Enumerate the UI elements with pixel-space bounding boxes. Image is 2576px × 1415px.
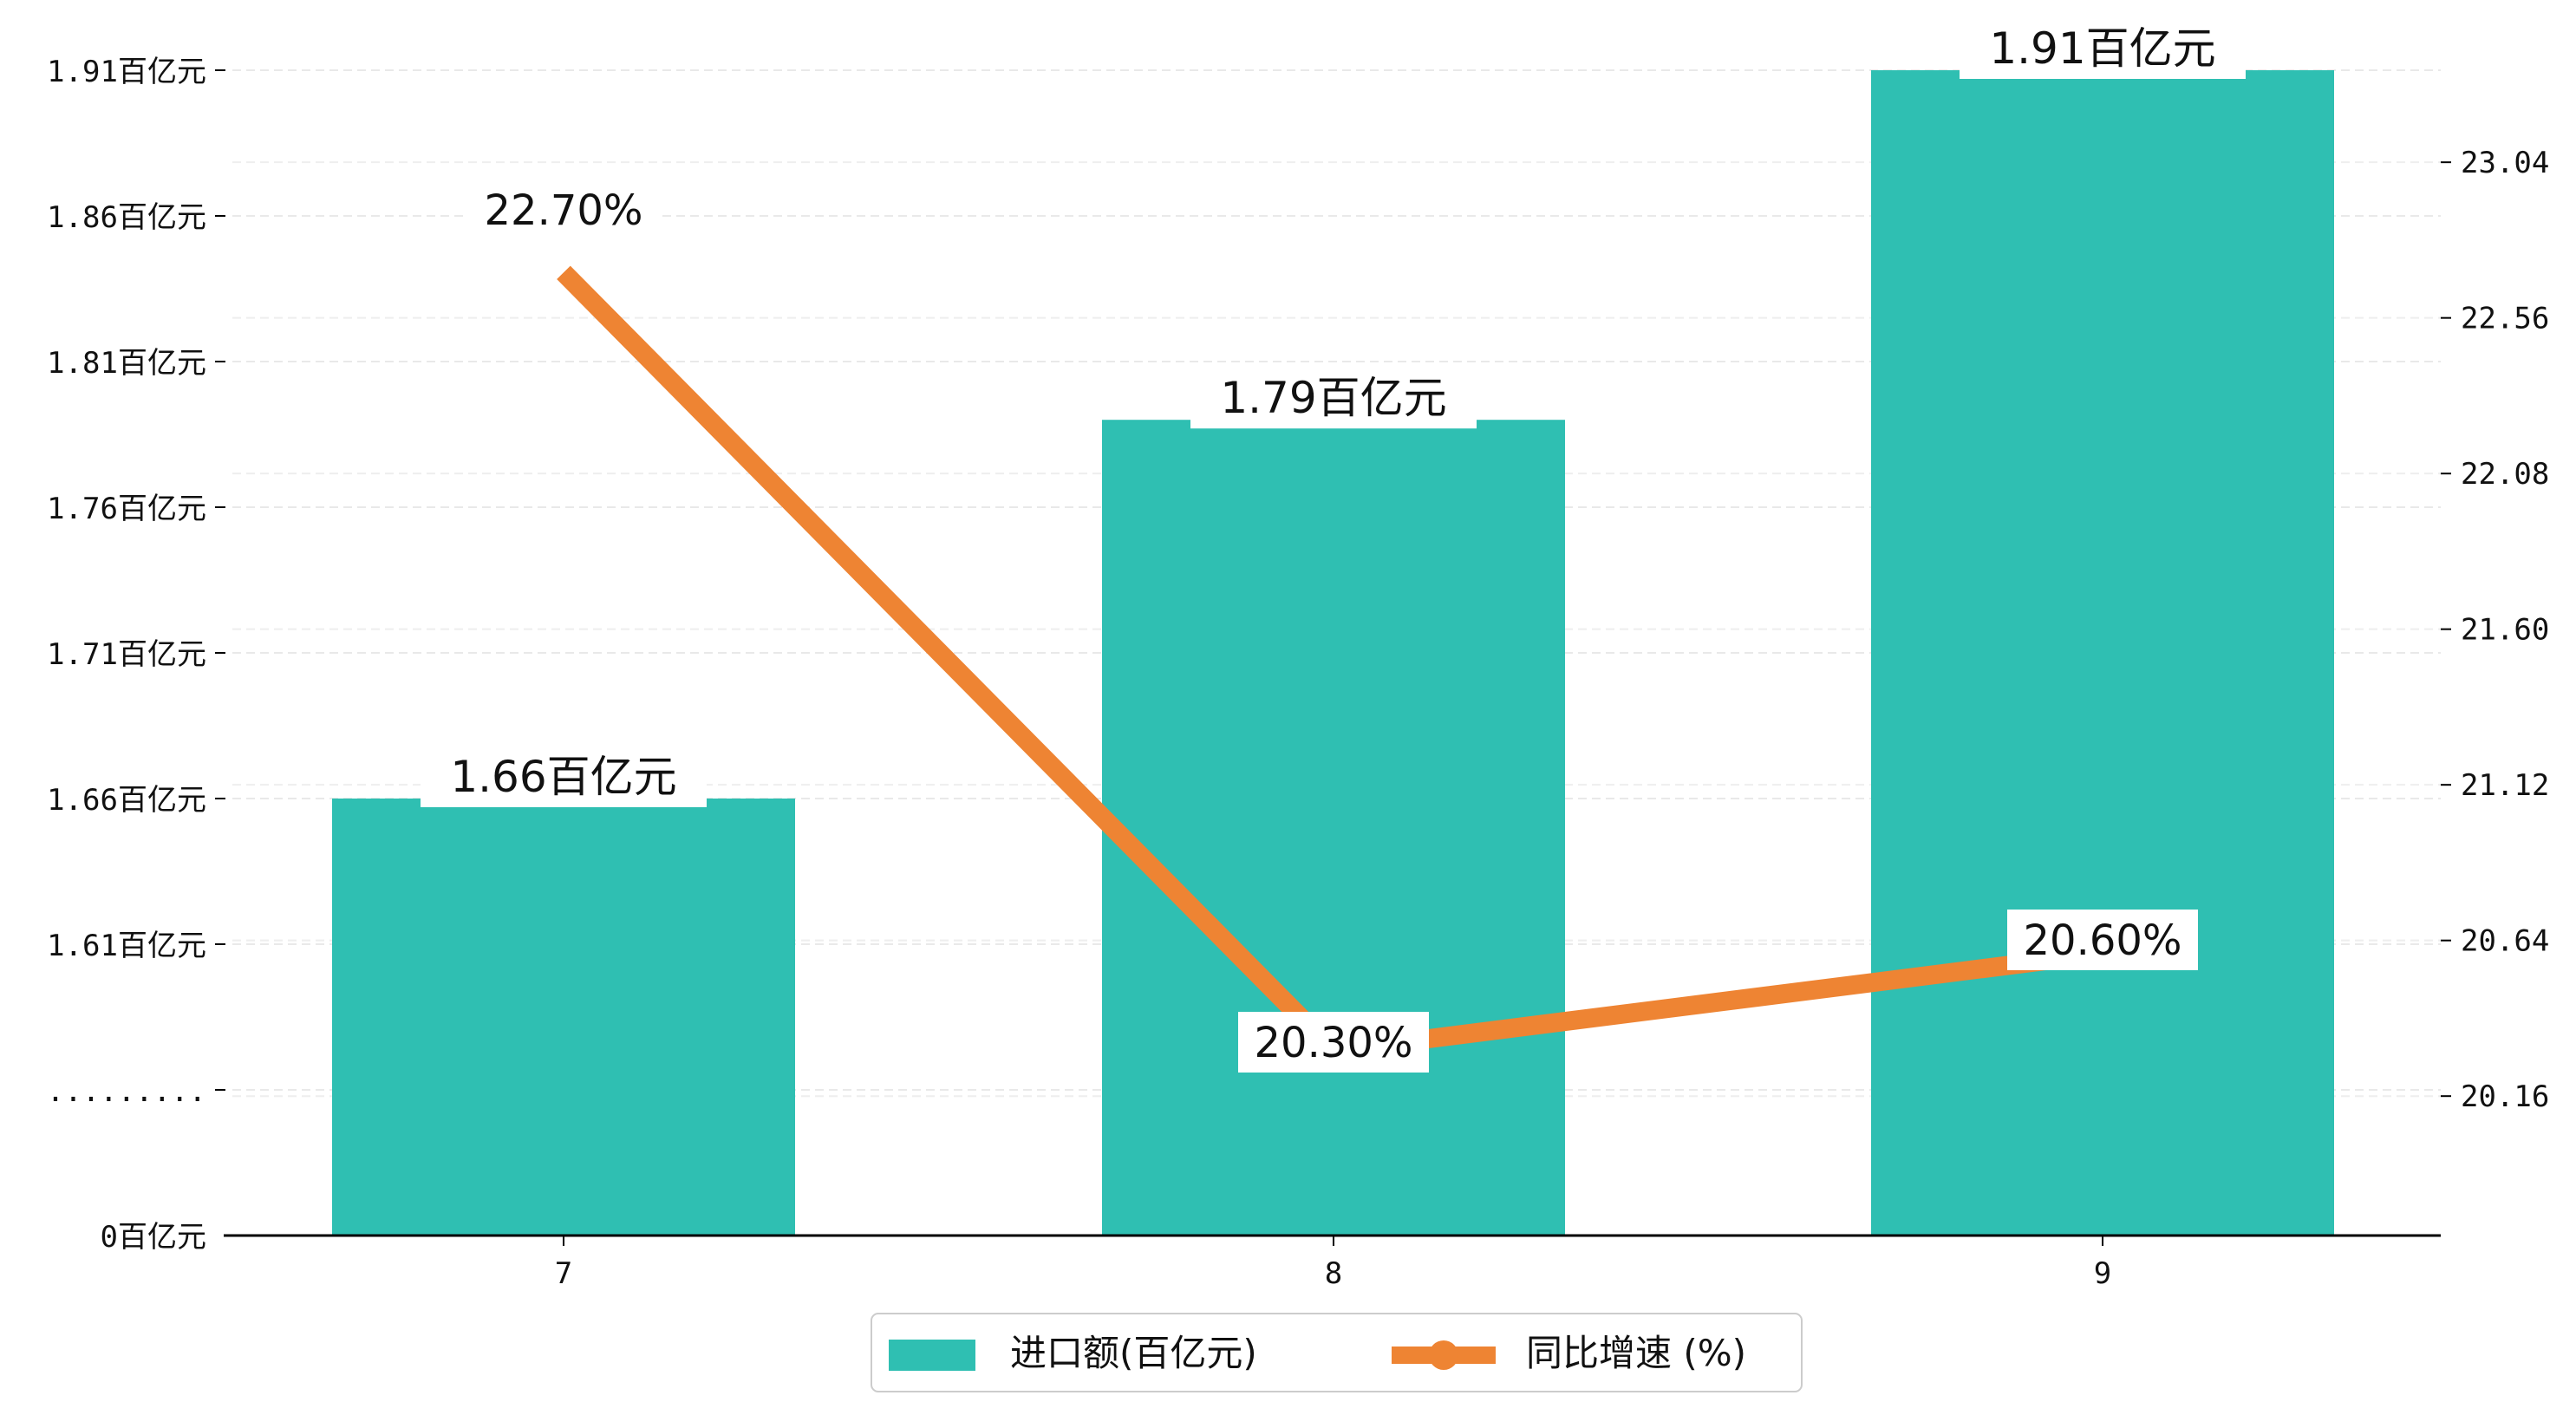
- y-left-tick-label: 1.86百亿元: [47, 200, 206, 235]
- line-value-label-group: 22.70%: [468, 179, 659, 240]
- bar-value-label-box: [421, 747, 707, 807]
- y-left-tick-label: 0百亿元: [101, 1220, 206, 1255]
- bar-value-label: 1.91百亿元: [1989, 23, 2215, 74]
- y-right-tick-label: 20.64: [2461, 924, 2549, 959]
- y-left-tick-label: 1.61百亿元: [47, 929, 206, 963]
- bar-series: [332, 70, 2334, 1236]
- legend-label-line: 同比增速 (%): [1526, 1332, 1746, 1374]
- bar: [332, 799, 795, 1236]
- axes: 7 8 9 0百亿元......... 1.61百亿元 1.66百亿元 1.71百亿元 1.7…: [47, 55, 2550, 1291]
- legend-label-bar: 进口额(百亿元): [1010, 1332, 1257, 1374]
- data-labels: 1.66百亿元 1.79百亿元 1.91百亿元 22.70% 20.30% 20.60%: [421, 18, 2246, 1073]
- line-value-label-box: [468, 179, 659, 240]
- legend-box: [871, 1313, 1803, 1392]
- bar-value-label-group: 1.91百亿元: [1960, 18, 2246, 79]
- y-left-tick-label: 1.71百亿元: [47, 637, 206, 672]
- bar: [1102, 420, 1565, 1236]
- x-tick-label: 8: [1325, 1256, 1342, 1291]
- y-right-tick-label: 22.56: [2461, 302, 2549, 336]
- bar-value-label-group: 1.79百亿元: [1190, 368, 1477, 429]
- x-tick-label: 7: [555, 1256, 572, 1291]
- x-tick-label: 9: [2094, 1256, 2111, 1291]
- y-right-tick-label: 20.16: [2461, 1079, 2549, 1114]
- line-value-label-box: [1238, 1012, 1429, 1073]
- y-right-tick-label: 22.08: [2461, 457, 2549, 492]
- y-right-tick-label: 23.04: [2461, 146, 2549, 180]
- line-value-label-group: 20.30%: [1238, 1012, 1429, 1073]
- y-left-tick-label: 1.91百亿元: [47, 55, 206, 89]
- bar-value-label-box: [1190, 368, 1477, 429]
- legend-swatch-marker: [1429, 1340, 1458, 1370]
- bar-value-label: 1.79百亿元: [1220, 373, 1446, 423]
- legend: 进口额(百亿元) 同比增速 (%): [871, 1313, 1803, 1392]
- bar: [1871, 70, 2334, 1236]
- y-left-tick-label: 1.81百亿元: [47, 346, 206, 381]
- bar-value-label-box: [1960, 18, 2246, 79]
- y-right-tick-label: 21.60: [2461, 613, 2549, 648]
- bar-value-label-group: 1.66百亿元: [421, 747, 707, 807]
- line-value-label-group: 20.60%: [2007, 910, 2198, 970]
- line-value-label: 22.70%: [484, 186, 642, 235]
- y-left-tick-label: 1.76百亿元: [47, 492, 206, 526]
- bar-value-label: 1.66百亿元: [450, 752, 676, 802]
- y-right-tick-label: 21.12: [2461, 768, 2549, 803]
- y-left-tick-label: .........: [47, 1074, 206, 1109]
- line-value-label: 20.60%: [2023, 916, 2181, 965]
- legend-swatch-bar: [889, 1340, 975, 1371]
- y-left-tick-label: 1.66百亿元: [47, 783, 206, 818]
- line-value-label: 20.30%: [1254, 1019, 1412, 1067]
- line-value-label-box: [2007, 910, 2198, 970]
